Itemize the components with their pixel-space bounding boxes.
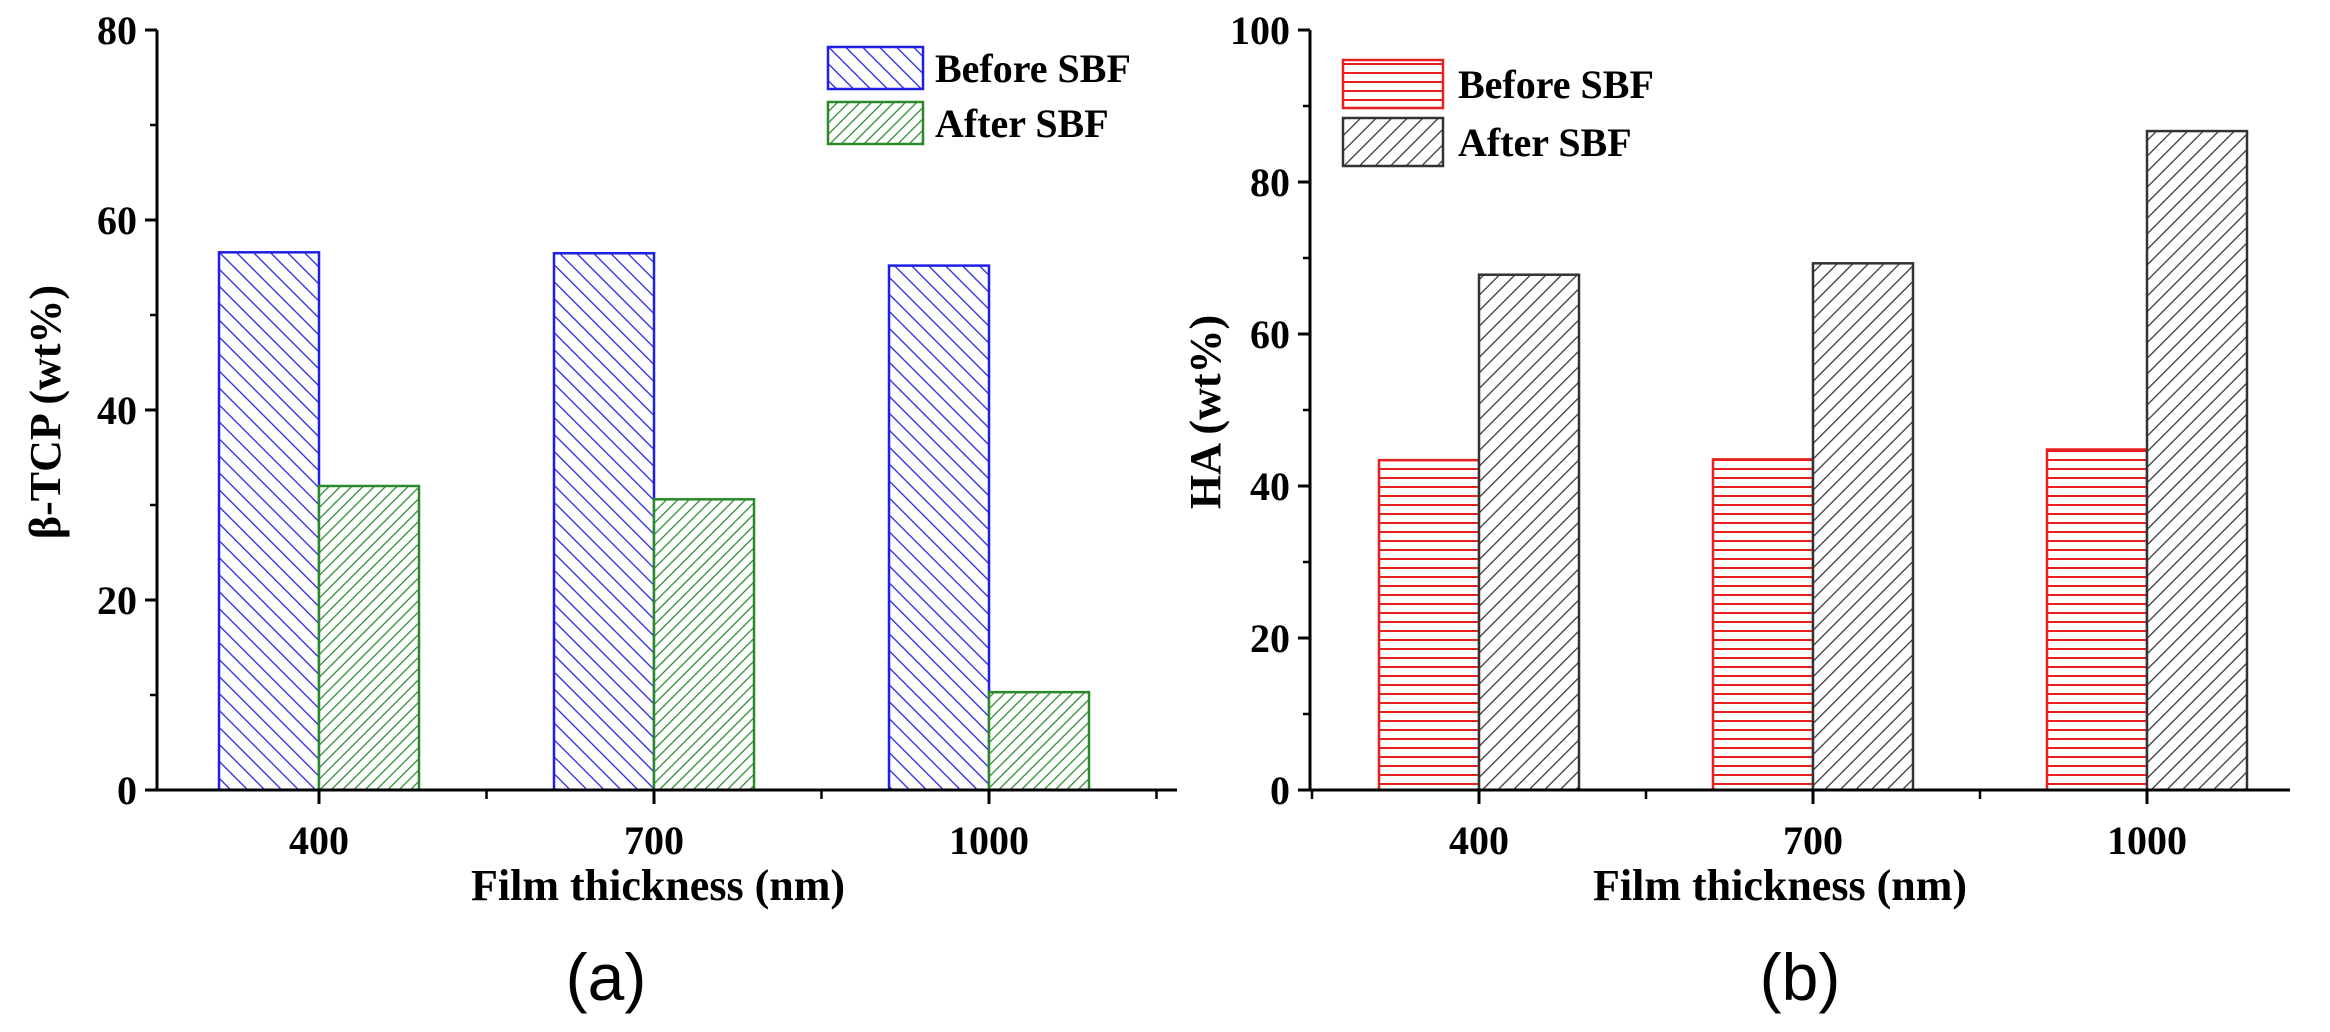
legend-swatch-a-before-sbf [826, 45, 925, 91]
y-axis-title-a: β-TCP (wt%) [21, 285, 70, 539]
y-tick-label-b-80: 80 [1250, 160, 1290, 205]
bar-a-after-sbf-1000 [987, 690, 1091, 792]
legend-a: Before SBF After SBF [826, 45, 1131, 146]
bar-b-before-sbf-700 [1711, 458, 1815, 792]
bar-b-after-sbf-700 [1811, 262, 1915, 792]
bar-a-before-sbf-400 [217, 251, 321, 792]
x-tick-label-b-1000: 1000 [2107, 818, 2187, 863]
y-tick-label-b-100: 100 [1230, 8, 1290, 53]
x-tick-label-a-1000: 1000 [949, 818, 1029, 863]
bar-a-after-sbf-400 [317, 484, 421, 792]
chart-panel-b: 0 20 40 60 80 100 400 700 1000 Film thickness (n… [1181, 8, 2290, 1014]
y-tick-label-a-40: 40 [97, 388, 137, 433]
bar-b-before-sbf-400 [1377, 458, 1481, 792]
x-axis-title-a: Film thickness (nm) [471, 861, 845, 910]
y-axis-title-b: HA (wt%) [1181, 315, 1230, 509]
bar-a-before-sbf-700 [552, 252, 656, 792]
x-axis-title-b: Film thickness (nm) [1593, 861, 1967, 910]
legend-b: Before SBF After SBF [1341, 58, 1654, 168]
legend-label-b-after-sbf: After SBF [1458, 120, 1632, 165]
legend-label-a-before-sbf: Before SBF [935, 46, 1131, 91]
legend-swatch-b-after-sbf [1341, 116, 1445, 168]
ticks-a: 0 20 40 60 80 400 700 1000 [97, 8, 1158, 863]
legend-label-b-before-sbf: Before SBF [1458, 62, 1654, 107]
y-tick-label-b-60: 60 [1250, 312, 1290, 357]
legend-label-a-after-sbf: After SBF [935, 101, 1109, 146]
legend-swatch-a-after-sbf [826, 100, 925, 146]
y-tick-label-a-60: 60 [97, 198, 137, 243]
bars-a [217, 251, 1091, 792]
bar-b-before-sbf-1000 [2045, 448, 2149, 792]
bar-b-after-sbf-400 [1477, 273, 1581, 792]
legend-swatch-b-before-sbf [1341, 58, 1445, 110]
y-tick-label-b-0: 0 [1270, 768, 1290, 813]
y-tick-label-a-20: 20 [97, 578, 137, 623]
ticks-b: 0 20 40 60 80 100 400 700 1000 [1230, 8, 2187, 863]
x-tick-label-a-700: 700 [624, 818, 684, 863]
bar-a-after-sbf-700 [652, 498, 756, 792]
x-tick-label-a-400: 400 [289, 818, 349, 863]
y-tick-label-a-80: 80 [97, 8, 137, 53]
bars-b [1377, 129, 2249, 792]
panel-label-a: (a) [566, 940, 647, 1014]
x-tick-label-b-700: 700 [1783, 818, 1843, 863]
bar-b-after-sbf-1000 [2145, 129, 2249, 792]
y-tick-label-b-40: 40 [1250, 464, 1290, 509]
panel-label-b: (b) [1760, 940, 1841, 1014]
y-tick-label-a-0: 0 [117, 768, 137, 813]
x-tick-label-b-400: 400 [1449, 818, 1509, 863]
bar-a-before-sbf-1000 [887, 264, 991, 792]
y-tick-label-b-20: 20 [1250, 616, 1290, 661]
